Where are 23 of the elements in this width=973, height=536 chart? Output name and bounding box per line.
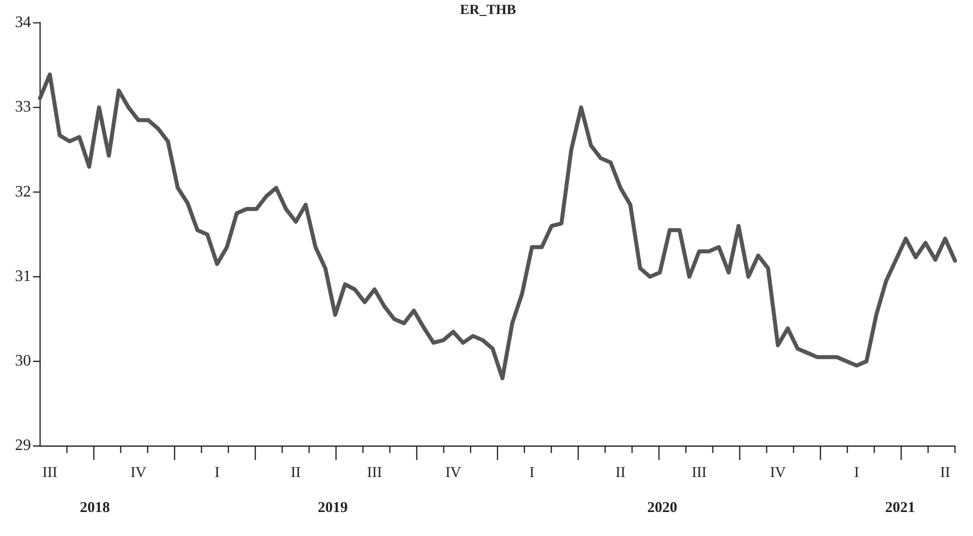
y-tick-label: 33 xyxy=(15,98,31,116)
x-tick-label: I xyxy=(214,464,220,481)
y-tick-label: 30 xyxy=(15,352,31,370)
x-tick-label: III xyxy=(42,464,58,481)
y-tick-label: 29 xyxy=(15,437,31,454)
chart-title: ER_THB xyxy=(460,3,516,18)
text: 2018 xyxy=(80,500,110,516)
x-tick-label: IV xyxy=(130,464,146,481)
x-tick-label: III xyxy=(692,464,707,481)
text: 2021 xyxy=(885,500,916,516)
x-tick-label: I xyxy=(854,464,860,481)
text: 2019 xyxy=(318,500,348,516)
x-tick-label: IV xyxy=(770,464,786,481)
y-tick-label: 34 xyxy=(15,14,31,32)
x-tick-label: II xyxy=(615,464,626,481)
x-tick-label: IV xyxy=(445,464,462,481)
x-tick-label: III xyxy=(367,464,382,481)
x-tick-label: I xyxy=(529,464,534,481)
text: 2020 xyxy=(647,500,678,516)
y-tick-label: 31 xyxy=(15,268,31,285)
y-tick-label: 32 xyxy=(15,183,31,200)
x-tick-label: II xyxy=(940,464,950,481)
x-tick-label: II xyxy=(290,464,301,481)
